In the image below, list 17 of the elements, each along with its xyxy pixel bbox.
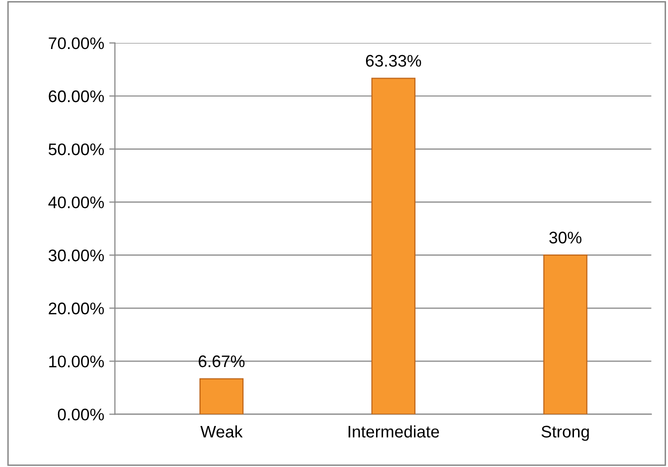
y-tick-label: 10.00% xyxy=(49,356,104,368)
x-tick-label: Weak xyxy=(200,425,243,438)
bar xyxy=(543,254,588,414)
y-tick-label: 70.00% xyxy=(48,37,104,50)
bar xyxy=(371,78,416,414)
data-label: 63.33% xyxy=(366,54,422,67)
y-tick-label: 60.00% xyxy=(48,90,104,102)
x-tick-label: Intermediate xyxy=(348,425,439,438)
y-tick-label: 30.00% xyxy=(48,250,104,262)
y-tick-label: 20.00% xyxy=(48,302,104,314)
bar xyxy=(199,378,244,414)
data-label: 6.67% xyxy=(198,355,245,368)
x-tick-label: Strong xyxy=(542,426,589,441)
y-tick-label: 50.00% xyxy=(48,143,104,156)
y-tick-label: 0.00% xyxy=(58,408,104,420)
y-tick-label: 40.00% xyxy=(48,196,104,208)
data-label: 30% xyxy=(549,232,582,244)
